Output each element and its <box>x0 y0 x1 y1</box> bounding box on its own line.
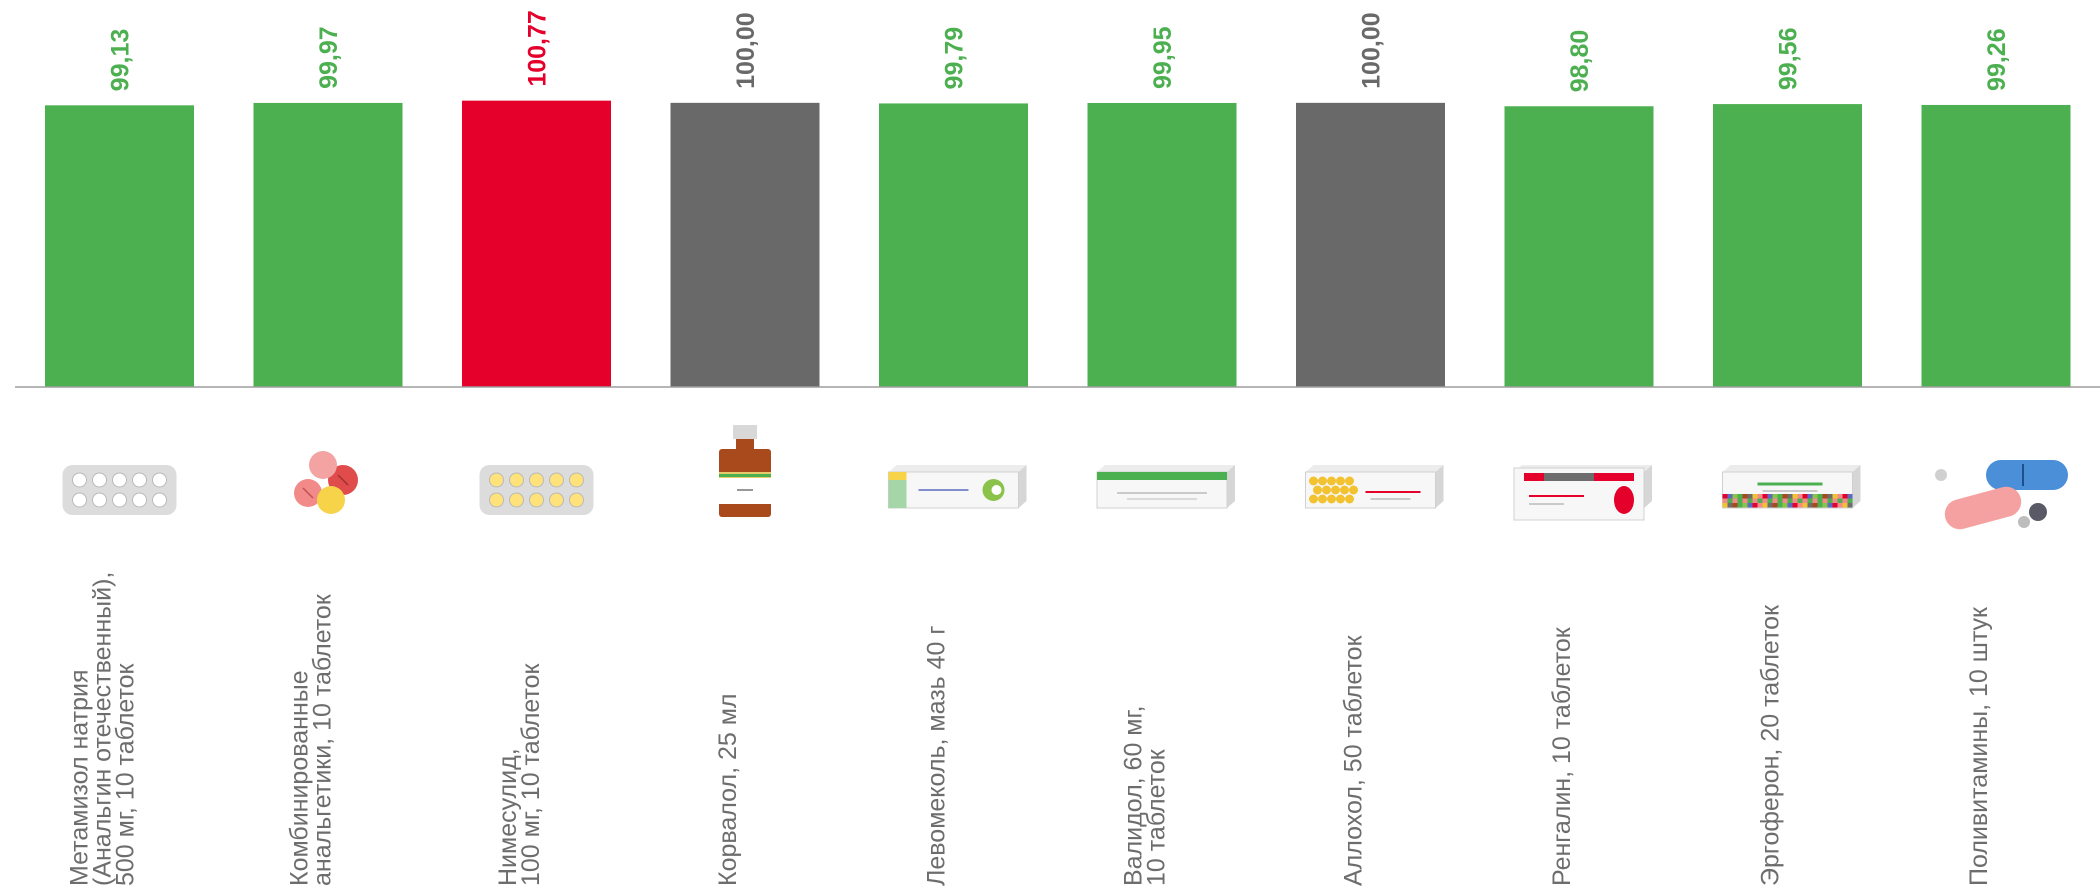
bar-value-label: 99,97 <box>315 26 343 89</box>
bar-5 <box>879 103 1028 387</box>
category-label: Ренгалин, 10 таблеток <box>1548 626 1576 886</box>
bar-value-label: 99,13 <box>107 29 135 92</box>
ergoferon-box-icon <box>1722 465 1861 509</box>
ointment-box-icon <box>888 465 1027 509</box>
category-label: Аллохол, 50 таблеток <box>1340 634 1368 886</box>
category-label: (Анальгин отечественный), <box>89 572 117 886</box>
category-label: Комбинированные <box>286 670 314 886</box>
bar-value-label: 99,26 <box>1983 28 2011 91</box>
category-label: 100 мг, 10 таблеток <box>517 662 545 886</box>
bar-2 <box>253 102 403 388</box>
category-label: анальгетики, 10 таблеток <box>309 593 337 886</box>
category-label: Нимесулид, <box>494 748 522 886</box>
category-label: Корвалол, 25 мл <box>714 693 742 886</box>
validol-box-icon <box>1096 465 1235 509</box>
bars-layer: 99,13 99,97 100,77 100,00 99,79 99,95 100,00 98… <box>45 10 2071 388</box>
category-labels-layer: Метамизол натрия(Анальгин отечественный)… <box>66 572 1994 886</box>
bar-value-label: 100,77 <box>524 10 552 86</box>
bar-10 <box>1921 104 2071 387</box>
bar-7 <box>1296 102 1445 387</box>
icons-layer <box>62 425 2068 530</box>
assorted-pills-icon <box>294 451 358 514</box>
vitamin-capsules-icon <box>1935 460 2068 530</box>
bar-3 <box>462 100 611 387</box>
bar-6 <box>1087 102 1237 387</box>
bottle-icon <box>719 425 771 517</box>
allohol-box-icon <box>1305 465 1444 509</box>
bar-1 <box>45 105 194 388</box>
category-label: Левомеколь, мазь 40 г <box>923 626 951 887</box>
bar-value-label: 98,80 <box>1566 30 1594 93</box>
bar-value-label: 100,00 <box>732 12 760 88</box>
category-label: Валидол, 60 мг, <box>1120 705 1148 886</box>
bar-value-label: 100,00 <box>1358 12 1386 88</box>
category-label: Эргоферон, 20 таблеток <box>1757 604 1785 886</box>
category-label: Поливитамины, 10 штук <box>1965 606 1993 886</box>
bar-4 <box>670 102 820 387</box>
bar-value-label: 99,56 <box>1775 28 1803 91</box>
rengalin-box-icon <box>1513 465 1652 521</box>
blister-yellow-icon <box>479 465 594 515</box>
category-label: 10 таблеток <box>1143 748 1171 886</box>
bar-9 <box>1713 104 1862 387</box>
bar-8 <box>1504 106 1654 387</box>
bar-value-label: 99,95 <box>1149 26 1177 89</box>
category-label: 500 мг, 10 таблеток <box>112 662 140 886</box>
bar-value-label: 99,79 <box>941 27 969 90</box>
blister-white-icon <box>62 465 177 515</box>
category-label: Метамизол натрия <box>66 670 94 887</box>
